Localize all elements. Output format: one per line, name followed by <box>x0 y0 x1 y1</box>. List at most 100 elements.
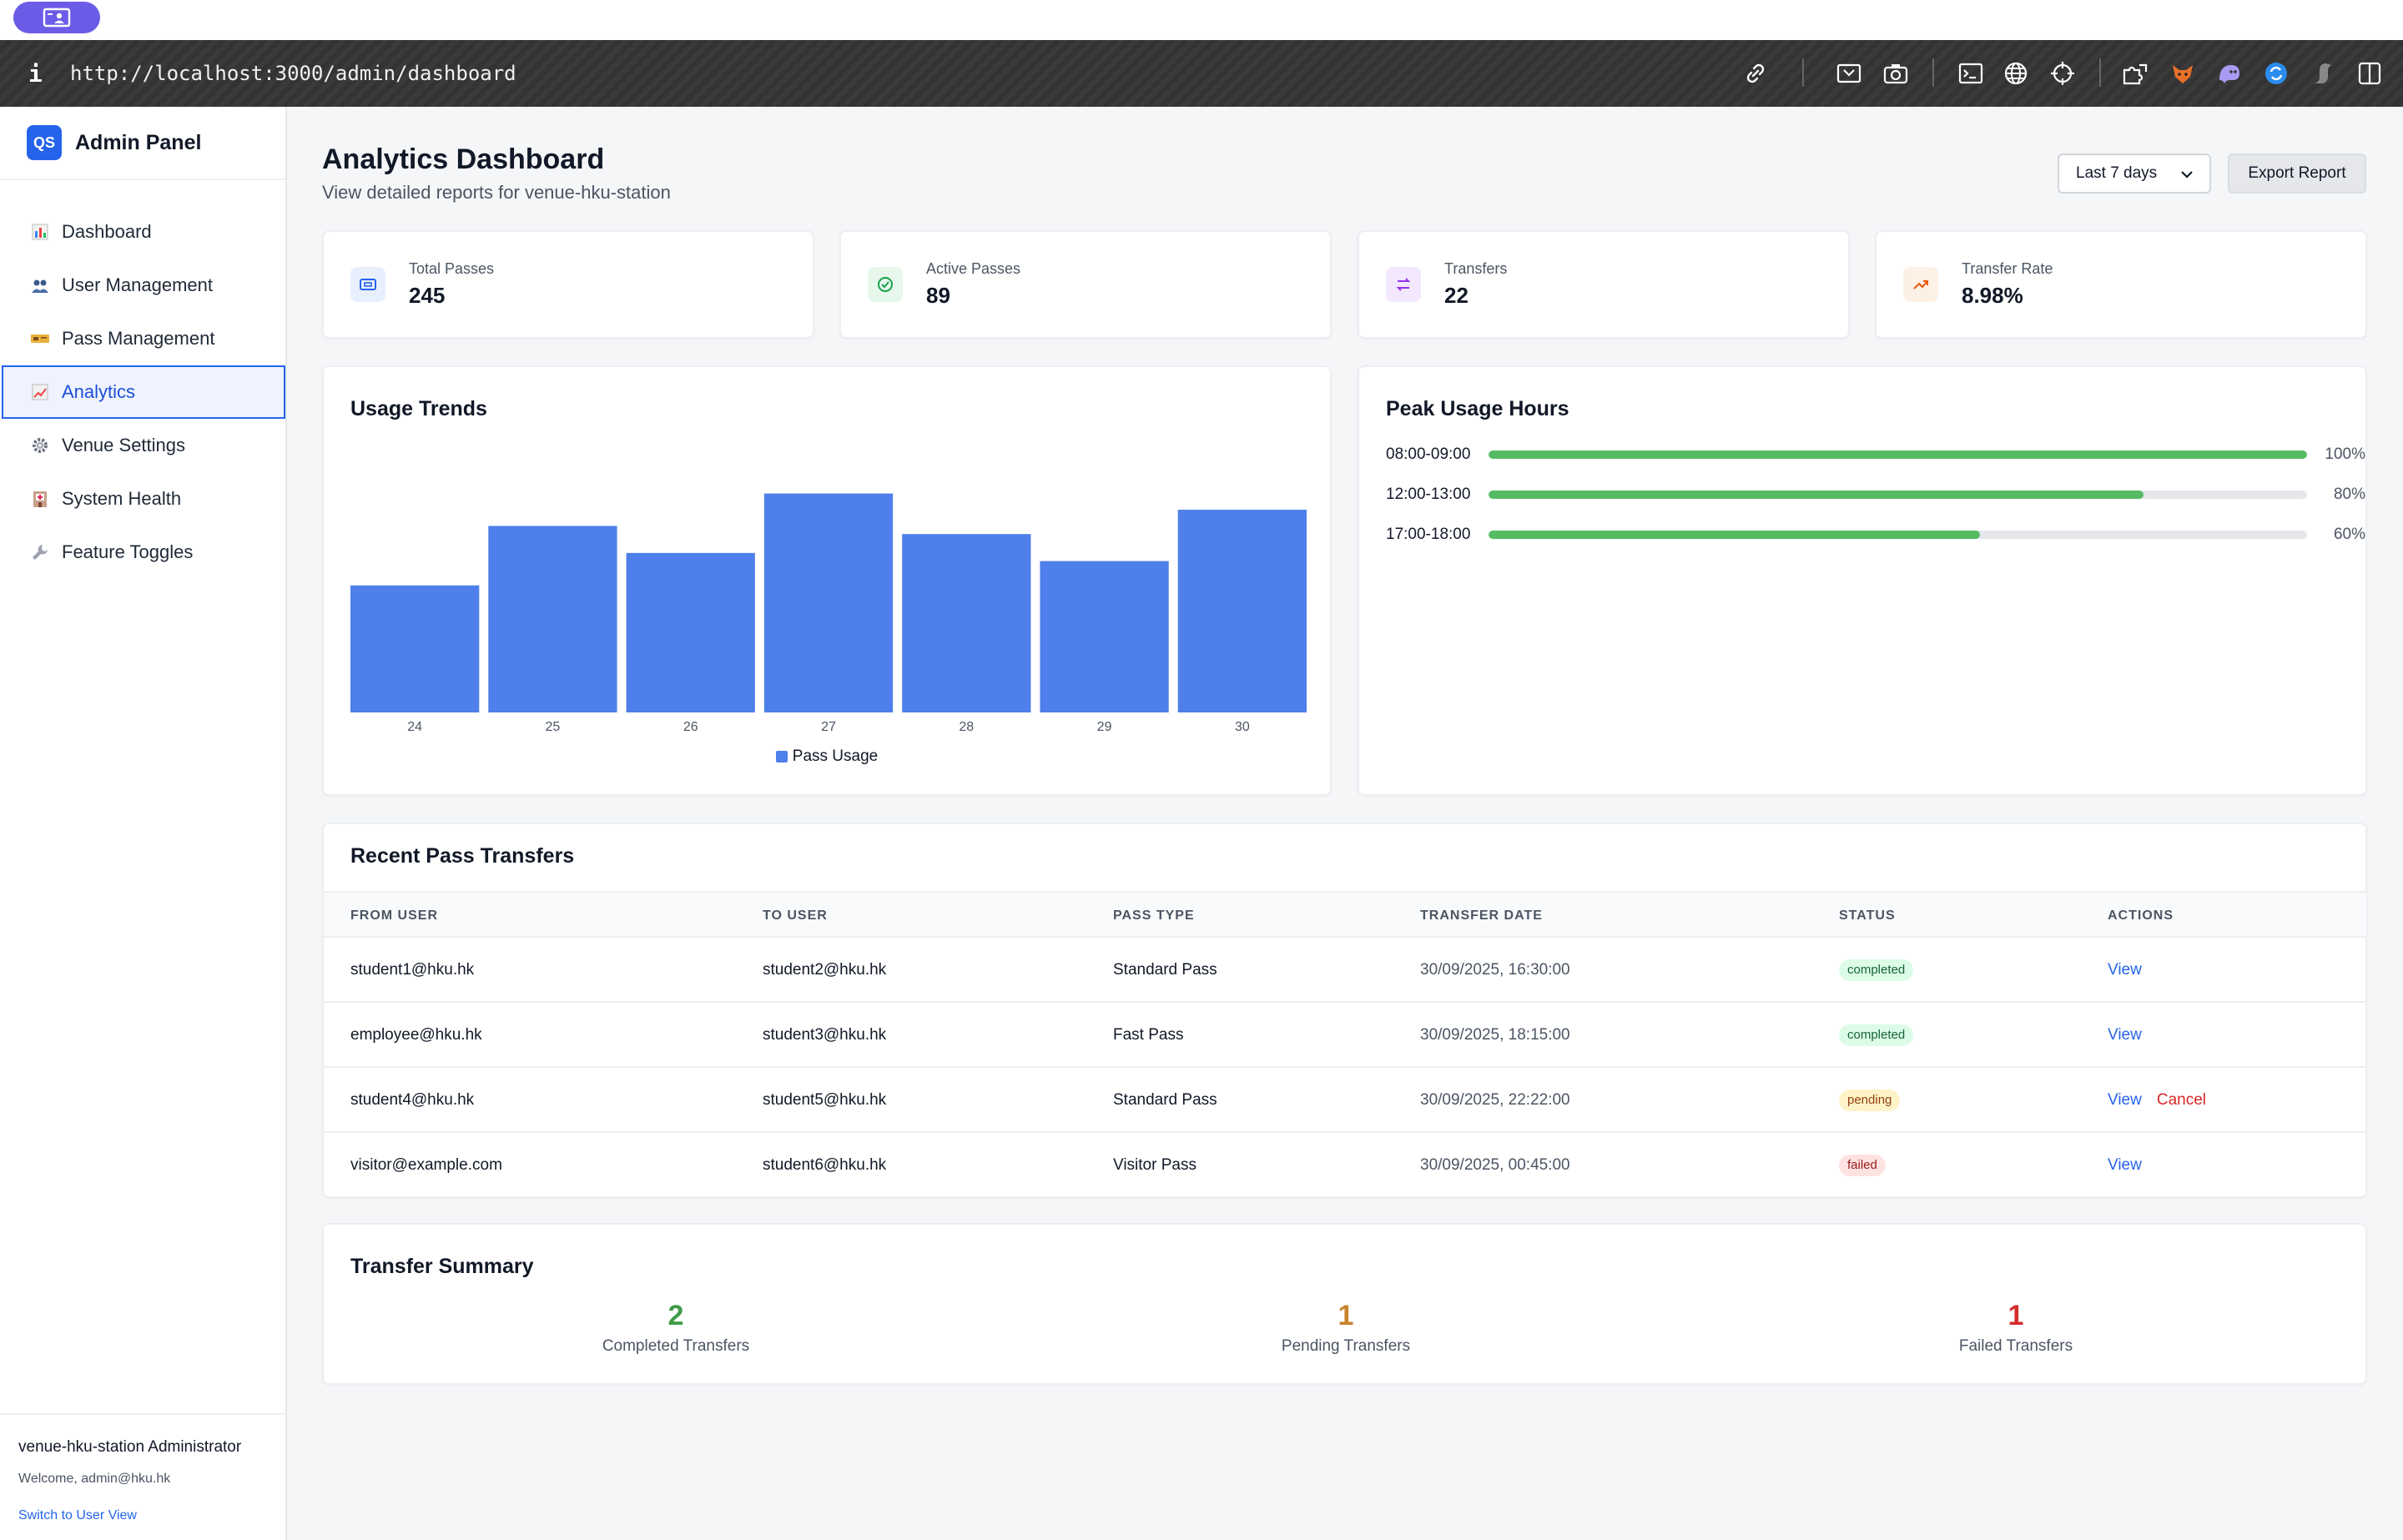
recent-transfers-card: Recent Pass Transfers FROM USER TO USER … <box>322 823 2367 1198</box>
usage-trends-chart: 24 25 26 27 28 29 30 <box>350 493 1307 734</box>
admin-role: venue-hku-station Administrator <box>18 1438 242 1456</box>
column-header[interactable]: STATUS <box>1839 908 1896 923</box>
link-icon[interactable] <box>1741 58 1771 88</box>
stat-value: 8.98% <box>1962 283 2023 308</box>
peak-bar-fill <box>1489 491 2144 499</box>
switch-to-user-view-link[interactable]: Switch to User View <box>18 1508 137 1522</box>
brand[interactable]: QS Admin Panel <box>27 125 201 160</box>
status-cell: failed <box>1839 1133 1886 1198</box>
globe-icon[interactable] <box>2001 58 2031 88</box>
toolbar-separator <box>1932 58 1934 87</box>
page-subtitle: View detailed reports for venue-hku-stat… <box>322 182 671 203</box>
bar-chart-icon <box>30 222 50 242</box>
divider <box>0 179 285 180</box>
view-link[interactable]: View <box>2108 1026 2142 1044</box>
sidebar: QS Admin Panel Dashboard User Management… <box>0 107 287 1540</box>
crosshair-icon[interactable] <box>2048 58 2078 88</box>
brand-name: Admin Panel <box>75 130 202 154</box>
url-text[interactable]: http://localhost:3000/admin/dashboard <box>70 62 516 85</box>
bar-30[interactable] <box>1177 510 1307 712</box>
transfer-summary-title: Transfer Summary <box>350 1255 534 1278</box>
sidebar-toggle-icon[interactable] <box>2355 58 2385 88</box>
sidebar-item-venue-settings[interactable]: Venue Settings <box>2 419 285 472</box>
ticket-icon <box>30 329 50 349</box>
page-title: Analytics Dashboard <box>322 143 605 175</box>
camera-icon[interactable] <box>1881 58 1911 88</box>
sidebar-item-user-management[interactable]: User Management <box>2 259 285 312</box>
status-cell: completed <box>1839 1003 1914 1068</box>
column-header[interactable]: ACTIONS <box>2108 908 2174 923</box>
peak-hour-label: 12:00-13:00 <box>1386 486 1471 503</box>
status-badge: pending <box>1839 1089 1901 1111</box>
summary-pending: 1 Pending Transfers <box>1179 1300 1513 1356</box>
x-tick-label: 29 <box>1097 720 1112 734</box>
from-user: student1@hku.hk <box>350 961 475 979</box>
sidebar-item-feature-toggles[interactable]: Feature Toggles <box>2 526 285 579</box>
view-link[interactable]: View <box>2108 1091 2142 1109</box>
chart-legend: Pass Usage <box>324 747 1330 766</box>
export-report-button[interactable]: Export Report <box>2228 153 2366 194</box>
sidebar-item-dashboard[interactable]: Dashboard <box>2 205 285 259</box>
bar-29[interactable] <box>1040 561 1169 712</box>
bar-24[interactable] <box>350 585 480 712</box>
usage-trends-title: Usage Trends <box>350 397 487 420</box>
peak-percent: 80% <box>2333 486 2365 503</box>
check-circle-icon <box>868 267 903 302</box>
chevron-down-icon <box>2181 171 2193 179</box>
to-user: student2@hku.hk <box>763 961 887 979</box>
profile-switch-button[interactable] <box>13 2 100 33</box>
terminal-icon[interactable] <box>1956 58 1986 88</box>
screenshot-area-icon[interactable] <box>1834 58 1864 88</box>
sidebar-item-label: Pass Management <box>62 328 215 349</box>
info-icon[interactable]: i <box>28 59 43 88</box>
bar-27[interactable] <box>763 493 894 712</box>
bar-25[interactable] <box>488 526 617 712</box>
recent-transfers-title: Recent Pass Transfers <box>350 844 575 868</box>
usage-trends-card: Usage Trends 24 25 26 27 28 29 30 Pass Usage <box>322 365 1332 796</box>
stat-card-transfer-rate: Transfer Rate 8.98% <box>1875 230 2367 339</box>
column-header[interactable]: FROM USER <box>350 908 438 923</box>
brand-logo: QS <box>27 125 62 160</box>
stat-card-total-passes: Total Passes 245 <box>322 230 814 339</box>
fox-extension-icon[interactable] <box>2168 58 2198 88</box>
table-row: visitor@example.com student6@hku.hk Visi… <box>324 1133 2366 1198</box>
peak-row: 12:00-13:00 80% <box>1386 482 2365 507</box>
cancel-link[interactable]: Cancel <box>2156 1091 2206 1109</box>
bar-26[interactable] <box>626 552 755 712</box>
users-icon <box>30 275 50 295</box>
actions-cell: View <box>2108 1003 2142 1068</box>
sidebar-item-label: User Management <box>62 274 213 295</box>
to-user: student6@hku.hk <box>763 1156 887 1174</box>
peak-bar-fill <box>1489 450 2307 459</box>
column-header[interactable]: PASS TYPE <box>1113 908 1195 923</box>
ghost-extension-icon[interactable] <box>2214 58 2244 88</box>
sync-extension-icon[interactable] <box>2261 58 2291 88</box>
sidebar-item-pass-management[interactable]: Pass Management <box>2 312 285 365</box>
script-extension-icon[interactable] <box>2308 58 2338 88</box>
welcome-text: Welcome, admin@hku.hk <box>18 1472 171 1486</box>
view-link[interactable]: View <box>2108 961 2142 979</box>
summary-label: Pending Transfers <box>1281 1337 1411 1355</box>
legend-swatch <box>775 751 788 762</box>
peak-hour-label: 08:00-09:00 <box>1386 445 1471 463</box>
trending-up-icon <box>1903 267 1938 302</box>
column-header[interactable]: TO USER <box>763 908 828 923</box>
stat-label: Transfer Rate <box>1962 260 2053 277</box>
status-cell: pending <box>1839 1068 1901 1133</box>
column-header[interactable]: TRANSFER DATE <box>1420 908 1543 923</box>
puzzle-extension-icon[interactable] <box>2121 58 2151 88</box>
sidebar-nav: Dashboard User Management Pass Managemen… <box>0 205 287 579</box>
date-range-select[interactable]: Last 7 days <box>2058 153 2211 194</box>
peak-percent: 60% <box>2333 526 2365 543</box>
peak-bar-track <box>1489 531 2307 539</box>
date-range-value: Last 7 days <box>2076 164 2158 182</box>
sidebar-item-system-health[interactable]: System Health <box>2 472 285 526</box>
status-badge: completed <box>1839 1024 1914 1046</box>
stat-label: Active Passes <box>926 260 1021 277</box>
actions-cell: View Cancel <box>2108 1068 2206 1133</box>
summary-label: Failed Transfers <box>1958 1337 2073 1355</box>
sidebar-item-analytics[interactable]: Analytics <box>2 365 285 419</box>
bar-28[interactable] <box>902 534 1031 712</box>
summary-completed: 2 Completed Transfers <box>509 1300 843 1356</box>
view-link[interactable]: View <box>2108 1156 2142 1174</box>
